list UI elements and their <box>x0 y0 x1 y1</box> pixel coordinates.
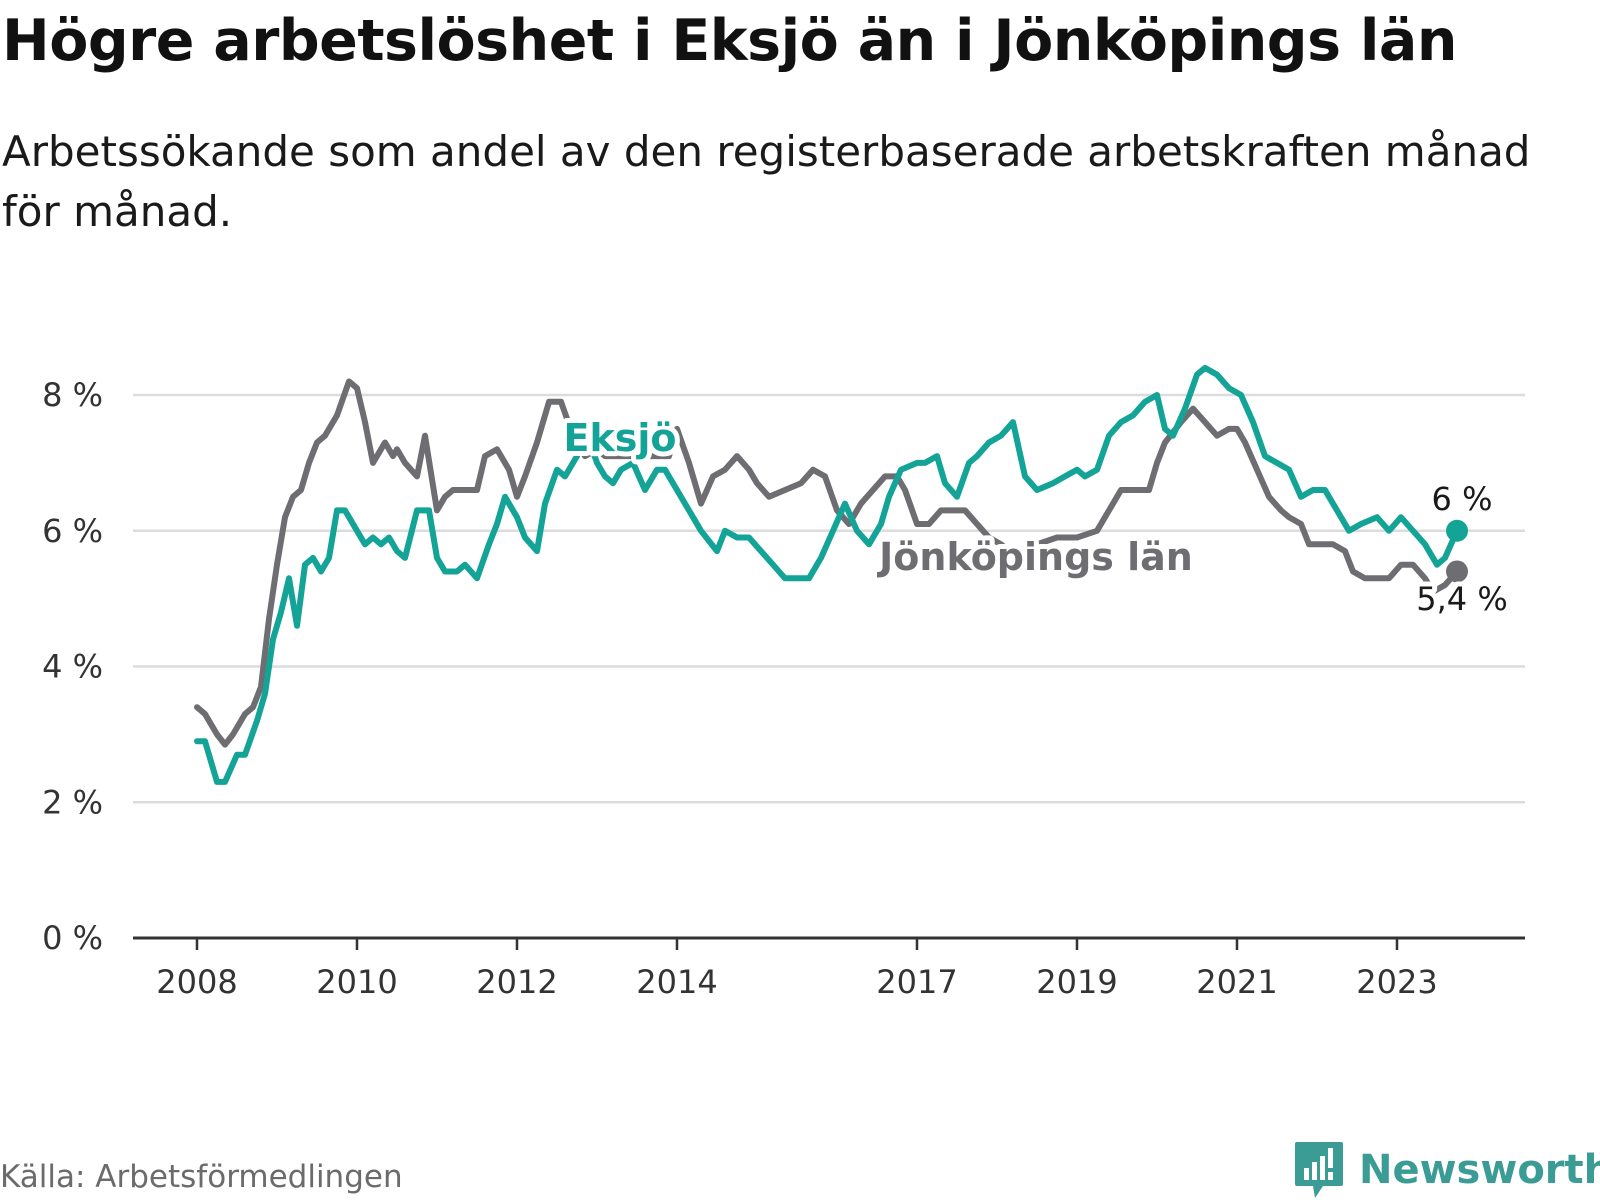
series-label-eksjo-halo: Eksjö <box>564 416 677 460</box>
end-point-marker <box>1446 519 1468 542</box>
x-tick-label: 2023 <box>1356 963 1437 1001</box>
y-tick-label: 6 % <box>42 512 103 550</box>
series-lines <box>194 364 1468 785</box>
series-label-eksjo: Eksjö <box>564 416 677 460</box>
x-tick-label: 2021 <box>1196 963 1277 1001</box>
series-line-jonkopings-lan <box>194 378 1460 748</box>
x-tick-label: 2008 <box>156 963 237 1001</box>
end-point-marker <box>1446 560 1468 583</box>
y-axis-ticks: 0 % 2 % 4 % 6 % 8 % <box>42 376 103 957</box>
y-tick-label: 0 % <box>42 919 103 957</box>
x-tick-label: 2010 <box>316 963 397 1001</box>
newsworthy-logo-icon <box>1295 1142 1343 1198</box>
end-value-label-jonkopings-lan: 5,4 % <box>1416 580 1507 618</box>
series-label-jonkopings-lan-halo: Jönköpings län <box>876 535 1193 579</box>
end-value-label-jonkopings-lan-halo: 5,4 % <box>1416 580 1507 618</box>
series-label-jonkopings-lan: Jönköpings län <box>876 535 1193 579</box>
chart-subtitle: Arbetssökande som andel av den registerb… <box>2 127 1531 236</box>
x-tick-label: 2019 <box>1036 963 1117 1001</box>
gridlines <box>133 393 1525 804</box>
end-value-label-eksjo: 6 % <box>1432 480 1493 518</box>
source-note: Källa: Arbetsförmedlingen <box>0 1159 403 1195</box>
x-tick-label: 2012 <box>476 963 557 1001</box>
x-axis-ticks: 2008 2010 2012 2014 2017 2019 2021 2023 <box>156 938 1438 1001</box>
chart-title: Högre arbetslöshet i Eksjö än i Jönköpin… <box>2 8 1457 74</box>
end-value-label-eksjo-halo: 6 % <box>1432 480 1493 518</box>
series-line-eksjo <box>194 364 1460 785</box>
y-tick-label: 4 % <box>42 648 103 686</box>
brand-logo: Newsworthy <box>1293 1138 1600 1202</box>
brand-name: Newsworthy <box>1359 1147 1600 1193</box>
y-tick-label: 2 % <box>42 783 103 821</box>
x-tick-label: 2014 <box>636 963 717 1001</box>
x-tick-label: 2017 <box>876 963 957 1001</box>
y-tick-label: 8 % <box>42 376 103 414</box>
